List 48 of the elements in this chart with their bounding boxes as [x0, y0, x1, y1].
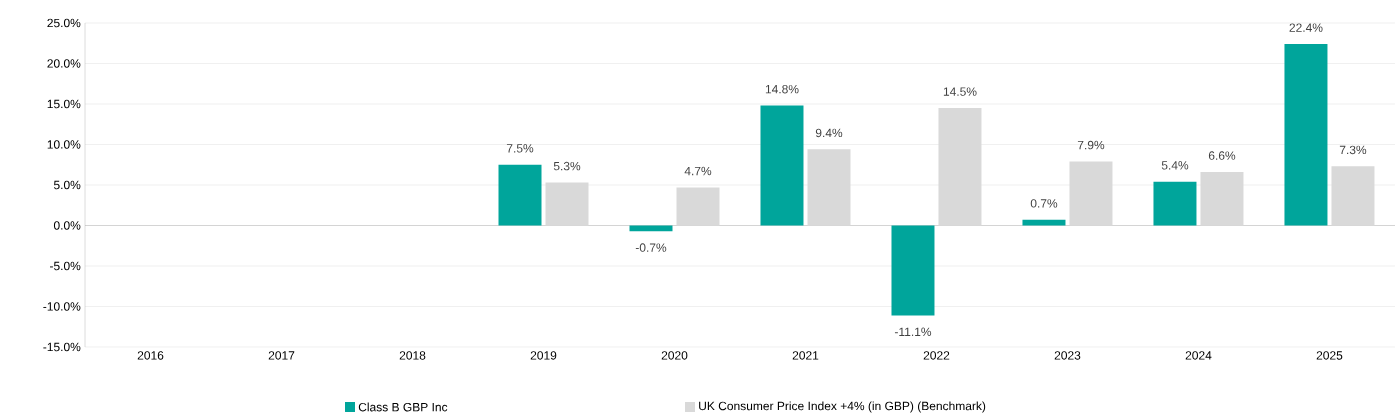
bar: [938, 108, 982, 226]
data-label: -11.1%: [894, 327, 932, 336]
x-tick-label: 2017: [268, 351, 295, 360]
x-tick-label: 2025: [1316, 351, 1343, 360]
data-label: 5.3%: [553, 161, 581, 171]
x-tick-label: 2023: [1054, 351, 1081, 360]
legend-label: Class B GBP Inc: [358, 402, 448, 412]
bar: [1069, 161, 1113, 226]
data-label: 6.6%: [1208, 151, 1236, 160]
data-label: 9.4%: [815, 128, 843, 138]
y-tick-label: 25.0%: [47, 18, 81, 28]
y-tick-label: 20.0%: [47, 59, 81, 68]
bar: [1331, 166, 1375, 226]
data-label: 7.9%: [1077, 140, 1105, 150]
y-tick-label: 15.0%: [47, 99, 81, 109]
bar: [498, 164, 542, 226]
y-tick-label: -10.0%: [43, 302, 81, 311]
x-tick-label: 2016: [137, 351, 164, 360]
y-tick-label: -15.0%: [43, 342, 81, 352]
bar: [629, 225, 673, 232]
data-label: 14.8%: [765, 84, 799, 94]
bar: [1200, 172, 1244, 226]
y-tick-label: 5.0%: [53, 180, 81, 190]
x-tick-label: 2024: [1185, 351, 1212, 360]
bar: [545, 182, 589, 226]
bar: [891, 225, 935, 316]
bar: [1284, 44, 1328, 226]
bar: [760, 105, 804, 226]
data-label: 5.4%: [1161, 161, 1189, 170]
legend-label: UK Consumer Price Index +4% (in GBP) (Benchmark): [699, 401, 986, 413]
y-tick-label: 0.0%: [53, 221, 81, 230]
data-label: 14.5%: [943, 87, 977, 96]
bar: [1153, 181, 1197, 226]
data-label: 22.4%: [1289, 23, 1323, 32]
bar: [676, 187, 720, 226]
data-label: -0.7%: [635, 243, 667, 252]
x-tick-label: 2020: [661, 351, 688, 360]
bar: [807, 149, 851, 226]
x-tick-label: 2022: [923, 351, 950, 360]
y-tick-label: 10.0%: [47, 140, 81, 149]
x-tick-label: 2019: [530, 351, 557, 360]
data-label: 4.7%: [684, 166, 712, 176]
x-tick-label: 2021: [792, 351, 819, 360]
data-label: 7.3%: [1339, 145, 1367, 155]
data-label: 0.7%: [1030, 199, 1058, 208]
x-tick-label: 2018: [399, 351, 426, 360]
y-tick-label: -5.0%: [50, 261, 81, 271]
data-label: 7.5%: [506, 144, 534, 153]
